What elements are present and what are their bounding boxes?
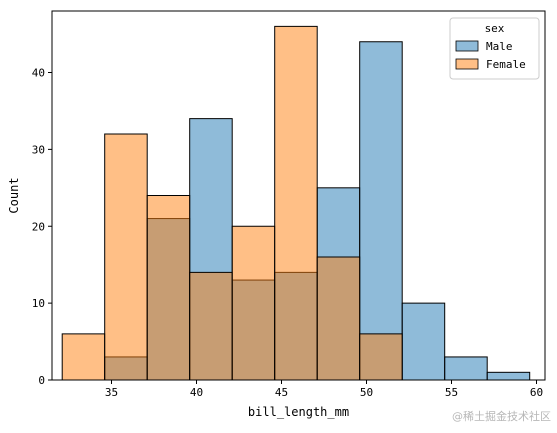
legend-swatch-male [455,40,479,52]
female-bar [316,256,361,381]
x-axis-label: bill_length_mm [248,405,349,419]
x-tick-label: 60 [530,386,543,399]
y-axis-label: Count [7,177,21,213]
axes [51,10,546,381]
y-tick-label: 30 [32,143,45,156]
y-tick-label: 40 [32,67,45,80]
female-bar [104,133,148,381]
female-bar [146,195,191,381]
legend-swatch-female [455,58,479,70]
x-tick-label: 45 [275,386,288,399]
female-bar [189,271,233,381]
y-tick-label: 20 [32,220,45,233]
watermark: @稀土掘金技术社区 [452,410,551,423]
legend-title: sex [485,22,505,35]
y-tick-label: 0 [38,374,45,387]
female-bars [61,25,403,381]
male-bar [359,41,403,381]
male-bar [486,371,531,381]
plot-frame [51,10,546,381]
female-bar [231,225,276,381]
y-ticks: 0 10 20 30 40 [32,67,52,387]
female-bar [359,333,403,381]
legend: sex Male Female [449,17,540,80]
female-bar [61,333,106,381]
male-bar [444,356,488,381]
x-tick-label: 50 [360,386,373,399]
y-tick-label: 10 [32,297,45,310]
male-bar [401,302,446,381]
legend-label-male: Male [486,40,513,53]
x-tick-label: 35 [105,386,118,399]
female-bar [274,25,318,381]
x-tick-label: 40 [190,386,203,399]
x-tick-label: 55 [445,386,458,399]
legend-label-female: Female [486,58,526,71]
x-ticks: 35 40 45 50 55 60 [105,380,543,399]
